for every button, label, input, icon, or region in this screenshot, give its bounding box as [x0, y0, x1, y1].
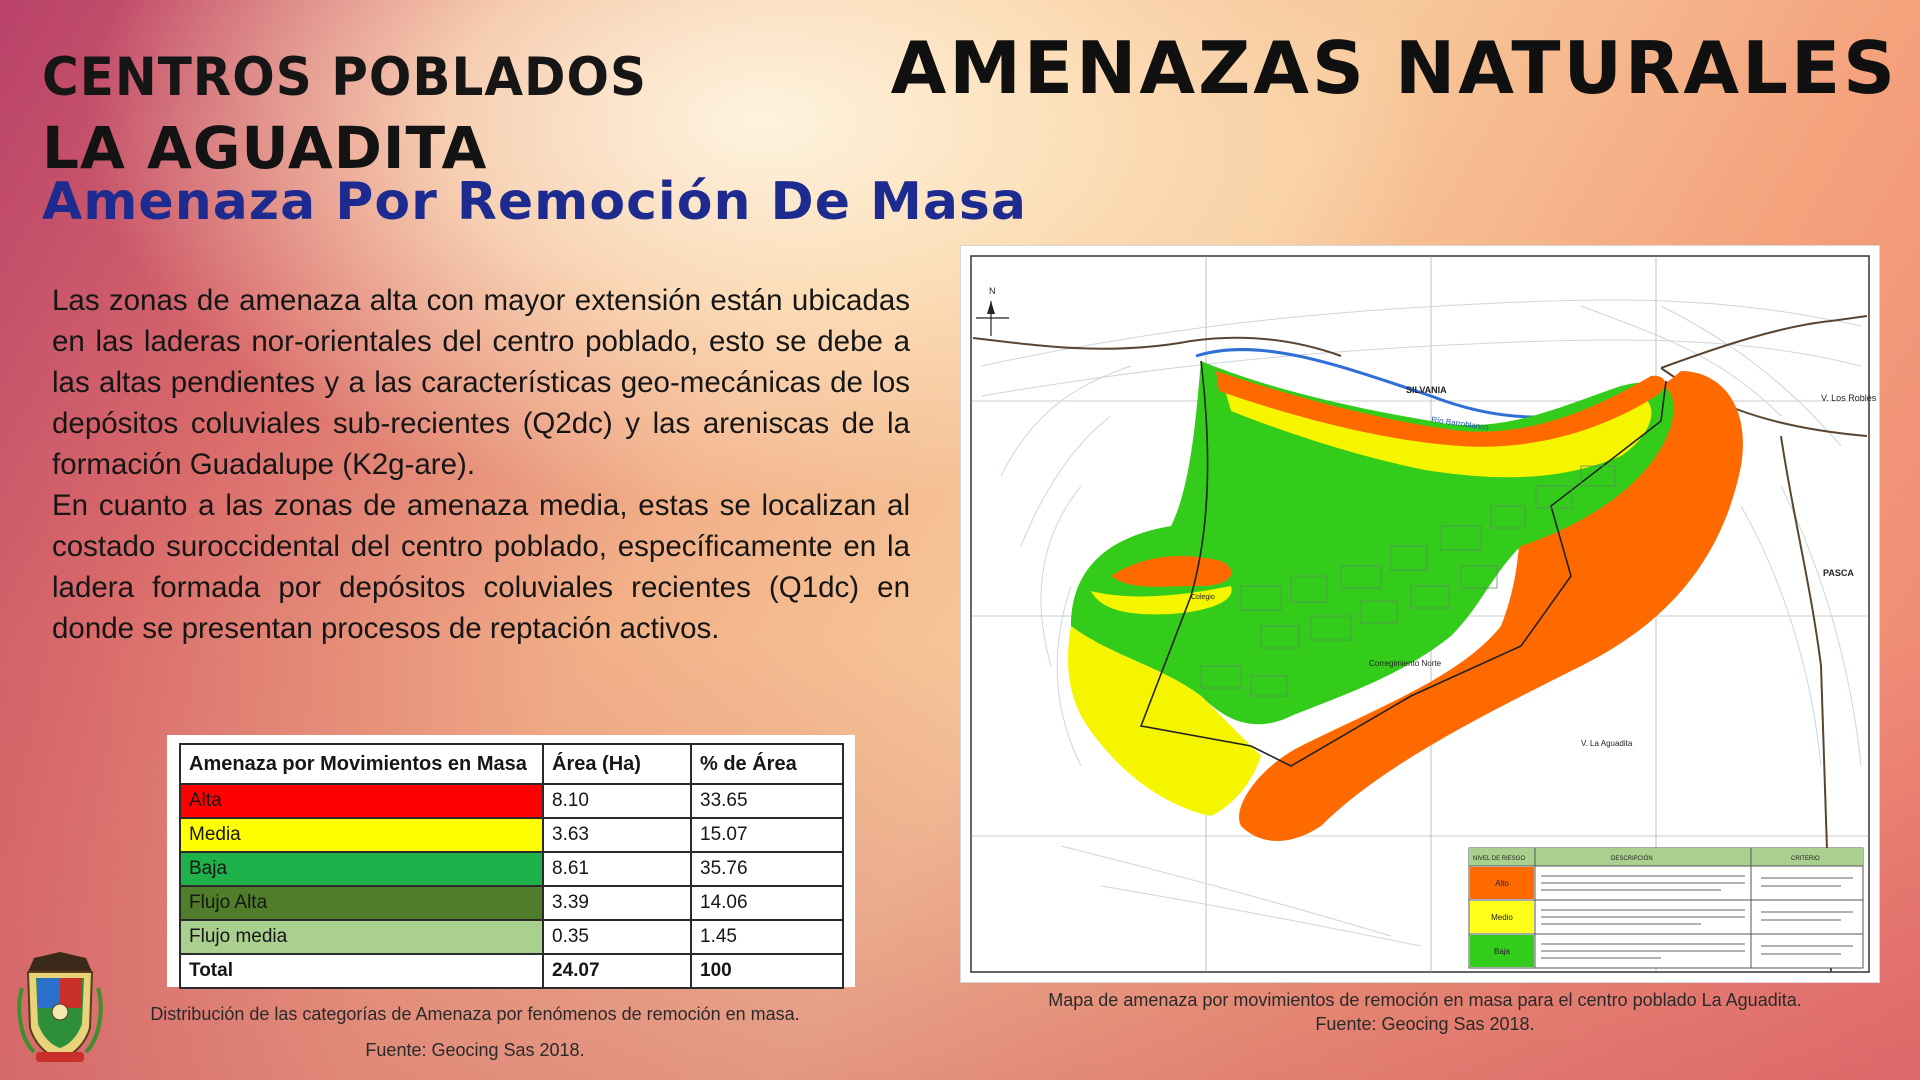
description-text: Las zonas de amenaza alta con mayor exte… [52, 280, 910, 649]
map-source: Fuente: Geocing Sas 2018. [1315, 1014, 1535, 1034]
total-area: 24.07 [542, 953, 692, 989]
north-arrow-icon [976, 301, 1009, 336]
threat-table: Amenaza por Movimientos en Masa Área (Ha… [179, 743, 844, 989]
legend-level-baja: Baja [1494, 947, 1511, 956]
legend-header-description: DESCRIPCIÓN [1611, 855, 1653, 862]
legend-level-alto: Alto [1495, 879, 1509, 888]
legend-swatch-alto [1470, 867, 1534, 899]
col-header-percent: % de Área [690, 743, 844, 785]
label-la-aguadita: V. La Aguadita [1581, 739, 1633, 748]
label-north: N [989, 286, 996, 296]
legend-level-medio: Medio [1491, 913, 1513, 922]
threat-table-card: Amenaza por Movimientos en Masa Área (Ha… [167, 735, 855, 989]
total-percent: 100 [690, 953, 844, 989]
alta-zone-west [1111, 556, 1232, 587]
table-row: Flujo Alta 3.39 14.06 [179, 885, 844, 921]
row-category: Baja [179, 851, 544, 887]
row-percent: 1.45 [690, 919, 844, 955]
threat-map-svg: SILVANIA V. Los Robles PASCA V. La Aguad… [970, 255, 1877, 973]
table-source: Fuente: Geocing Sas 2018. [365, 1040, 585, 1060]
map-buildings [1200, 465, 1616, 697]
settlement-boundary [1139, 360, 1667, 767]
alta-zone-north [1216, 371, 1666, 447]
col-header-category: Amenaza por Movimientos en Masa [179, 743, 544, 785]
table-row: Alta 8.10 33.65 [179, 783, 844, 819]
place-heading: LA AGUADITA [42, 114, 488, 182]
legend-header-level: NIVEL DE RIESGO [1473, 856, 1525, 862]
label-corregimiento: Corregimiento Norte [1369, 659, 1442, 668]
label-los-robles: V. Los Robles [1821, 393, 1877, 403]
row-percent: 14.06 [690, 885, 844, 921]
row-category: Media [179, 817, 544, 853]
row-area: 8.61 [542, 851, 692, 887]
label-colegio: Colegio [1191, 594, 1215, 601]
main-title: AMENAZAS NATURALES [890, 26, 1898, 110]
legend-header-criteria: CRITERIO [1791, 856, 1820, 862]
topic-heading: Amenaza Por Remoción De Masa [42, 172, 1027, 232]
media-zone-west [1091, 586, 1232, 615]
municipal-crest-icon [17, 952, 103, 1062]
threat-map: SILVANIA V. Los Robles PASCA V. La Aguad… [961, 246, 1879, 982]
map-caption: Mapa de amenaza por movimientos de remoc… [1048, 990, 1802, 1010]
row-percent: 33.65 [690, 783, 844, 819]
table-caption: Distribución de las categorías de Amenaz… [150, 1004, 800, 1024]
legend-description-lines [1541, 875, 1853, 959]
row-percent: 35.76 [690, 851, 844, 887]
row-percent: 15.07 [690, 817, 844, 853]
legend-swatch-medio [1470, 901, 1534, 933]
row-area: 3.63 [542, 817, 692, 853]
row-area: 0.35 [542, 919, 692, 955]
row-category: Flujo media [179, 919, 544, 955]
table-header-row: Amenaza por Movimientos en Masa Área (Ha… [179, 743, 844, 785]
row-area: 3.39 [542, 885, 692, 921]
map-contours [980, 299, 1862, 947]
label-pasca: PASCA [1823, 568, 1854, 578]
row-category: Flujo Alta [179, 885, 544, 921]
total-label: Total [179, 953, 544, 989]
row-category: Alta [179, 783, 544, 819]
paragraph-medium-threat: En cuanto a las zonas de amenaza media, … [52, 489, 910, 645]
media-zone-southwest [1068, 626, 1261, 816]
map-legend: NIVEL DE RIESGO DESCRIPCIÓN CRITERIO Alt… [1468, 847, 1864, 969]
paragraph-high-threat: Las zonas de amenaza alta con mayor exte… [52, 284, 910, 481]
media-zone-north [1221, 376, 1652, 478]
col-header-area: Área (Ha) [542, 743, 692, 785]
table-row: Media 3.63 15.07 [179, 817, 844, 853]
table-row: Flujo media 0.35 1.45 [179, 919, 844, 955]
section-heading: CENTROS POBLADOS [42, 46, 648, 108]
row-area: 8.10 [542, 783, 692, 819]
table-total-row: Total 24.07 100 [179, 953, 844, 989]
legend-swatch-baja [1470, 935, 1534, 967]
label-silvania: SILVANIA [1406, 385, 1447, 395]
table-row: Baja 8.61 35.76 [179, 851, 844, 887]
